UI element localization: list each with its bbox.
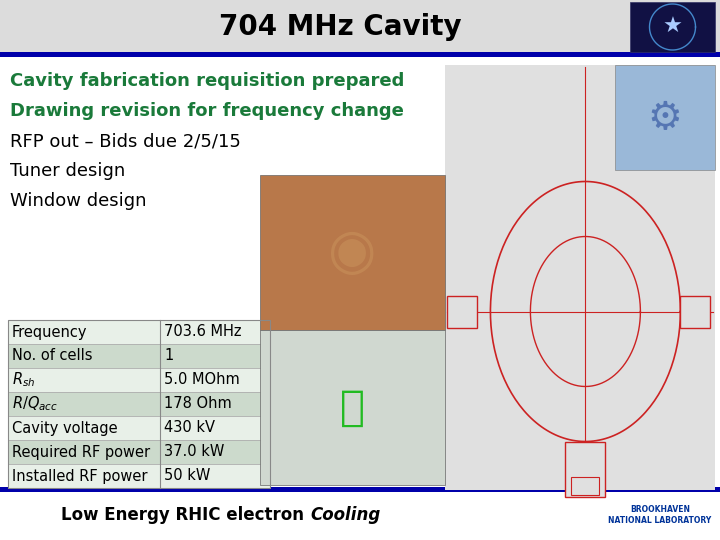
Bar [8, 368, 270, 392]
Text: 50 kW: 50 kW [164, 469, 210, 483]
Bar [8, 320, 270, 488]
Text: $R_{sh}$: $R_{sh}$ [12, 370, 35, 389]
Text: 🔧: 🔧 [340, 387, 365, 429]
Text: ◉: ◉ [328, 226, 377, 280]
Text: 178 Ohm: 178 Ohm [164, 396, 232, 411]
Bar [0, 487, 720, 492]
Text: Frequency: Frequency [12, 325, 88, 340]
Text: 704 MHz Cavity: 704 MHz Cavity [219, 13, 462, 41]
Text: 5.0 MOhm: 5.0 MOhm [164, 373, 240, 388]
Text: $R/Q_{acc}$: $R/Q_{acc}$ [12, 395, 58, 413]
Bar [630, 2, 715, 52]
Text: Drawing revision for frequency change: Drawing revision for frequency change [10, 102, 404, 120]
Bar [8, 440, 270, 464]
Bar [8, 344, 270, 368]
Text: Cavity voltage: Cavity voltage [12, 421, 117, 435]
Bar [8, 392, 270, 416]
Bar [680, 295, 711, 327]
Text: ⚙: ⚙ [647, 98, 683, 137]
Text: 37.0 kW: 37.0 kW [164, 444, 225, 460]
Bar [260, 175, 445, 330]
Text: 1: 1 [164, 348, 174, 363]
Text: Window design: Window design [10, 192, 146, 210]
Text: 430 kV: 430 kV [164, 421, 215, 435]
Text: Installed RF power: Installed RF power [12, 469, 148, 483]
Text: ★: ★ [662, 17, 683, 37]
Text: Low Energy RHIC electron: Low Energy RHIC electron [61, 506, 310, 524]
Bar [8, 320, 270, 344]
Bar [445, 65, 715, 490]
Text: No. of cells: No. of cells [12, 348, 92, 363]
Text: 703.6 MHz: 703.6 MHz [164, 325, 241, 340]
Text: Cooling: Cooling [310, 506, 380, 524]
Bar [8, 416, 270, 440]
Text: RFP out – Bids due 2/5/15: RFP out – Bids due 2/5/15 [10, 132, 241, 150]
Bar [572, 476, 599, 495]
Text: Tuner design: Tuner design [10, 162, 125, 180]
Bar [565, 442, 606, 496]
Bar [447, 295, 477, 327]
Bar [615, 65, 715, 170]
Text: Required RF power: Required RF power [12, 444, 150, 460]
Bar [0, 0, 720, 53]
Text: BROOKHAVEN
NATIONAL LABORATORY: BROOKHAVEN NATIONAL LABORATORY [608, 505, 711, 525]
Bar [0, 52, 720, 57]
Bar [8, 464, 270, 488]
Bar [260, 330, 445, 485]
Text: Cavity fabrication requisition prepared: Cavity fabrication requisition prepared [10, 72, 405, 90]
